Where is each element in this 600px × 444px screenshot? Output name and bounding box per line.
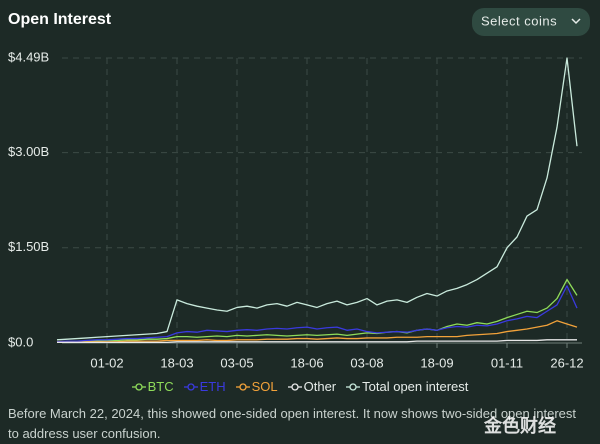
legend-icon [346,382,361,391]
legend-icon [131,382,146,391]
x-tick-label: 18-06 [290,355,323,370]
legend-item[interactable]: SOL [235,379,278,394]
series-line [56,57,578,341]
series-line [57,278,578,343]
select-coins-button[interactable]: Select coins [472,8,590,36]
legend-label: Total open interest [362,379,469,394]
legend-icon [287,382,302,391]
legend-label: ETH [199,379,226,394]
y-tick-label: $4.49B [8,49,49,64]
button-bg[interactable] [472,8,590,36]
x-tick-label: 18-03 [160,355,193,370]
legend-item[interactable]: ETH [183,379,226,394]
legend-item[interactable]: Other [287,379,337,394]
x-tick-label: 01-11 [491,355,523,370]
chevron[interactable] [571,18,581,25]
series-line [57,339,577,344]
x-tick-label: 01-02 [90,355,123,370]
y-tick-label: $0.0 [8,334,33,349]
series-line [57,320,578,344]
legend-item[interactable]: BTC [131,379,174,394]
legend-label: SOL [251,379,278,394]
legend-icon [183,382,198,391]
legend-label: Other [303,379,337,394]
x-tick-label: 18-09 [420,355,453,370]
y-tick-label: $3.00B [8,144,49,159]
y-tick-label: $1.50B [8,239,49,254]
chart-title: Open Interest [8,11,112,28]
legend-icon [235,382,250,391]
legend-item[interactable]: Total open interest [346,379,468,394]
series-line [56,285,578,343]
x-tick-label: 03-05 [220,355,253,370]
x-tick-label: 03-08 [350,355,383,370]
legend: BTC ETH SOL Other Total open interest [0,379,600,394]
button-label[interactable]: Select coins [481,13,557,28]
watermark: 金色财经 [484,416,556,436]
x-tick-label: 26-12 [550,355,583,370]
legend-label: BTC [147,379,174,394]
footnote: Before March 22, 2024, this showed one-s… [8,406,576,441]
